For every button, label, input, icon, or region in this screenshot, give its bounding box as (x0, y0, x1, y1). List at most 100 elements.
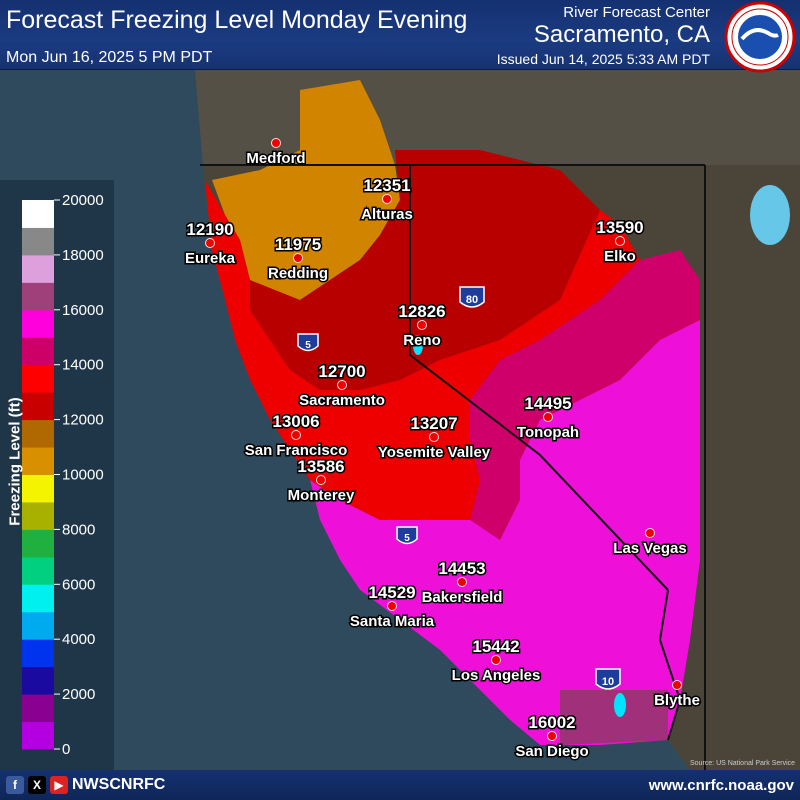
city-dot (543, 412, 553, 422)
city-freezing-level-value: 11975 (275, 235, 321, 254)
legend-tick-label: 12000 (62, 412, 104, 429)
city-name-label: San Francisco (245, 442, 348, 459)
legend-ticks: 2000018000160001400012000100008000600040… (54, 192, 104, 758)
region-red (205, 180, 640, 520)
map-credit: Source: US National Park Service (690, 760, 796, 767)
legend-tick-label: 0 (62, 741, 70, 758)
city-name-label: Monterey (288, 487, 355, 504)
legend-tick-label: 16000 (62, 302, 104, 319)
legend-band (22, 447, 54, 475)
city-freezing-level-value: 15442 (472, 637, 519, 656)
interstate-10-shield (595, 668, 621, 690)
city-name-label: Alturas (361, 206, 413, 223)
legend-band (22, 694, 54, 723)
legend-tick-label: 4000 (62, 631, 95, 648)
city-freezing-level-value: 14495 (524, 394, 571, 413)
interstate-80-shield (459, 286, 485, 308)
city-dot (271, 138, 281, 148)
city-dot (615, 236, 625, 246)
city-name-label: Santa Maria (350, 613, 435, 630)
city-name-label: Sacramento (299, 392, 385, 409)
city-dot (672, 680, 682, 690)
city-freezing-level-value: 12351 (363, 176, 410, 195)
city-dot (293, 253, 303, 263)
region-mauve (560, 690, 668, 745)
city-dot (417, 320, 427, 330)
legend-band (22, 529, 54, 558)
social-handle[interactable]: NWSCNRFC (72, 776, 166, 793)
legend-tick-label: 10000 (62, 467, 104, 484)
city-name-label: Reno (403, 332, 441, 349)
header-bar: Forecast Freezing Level Monday Evening M… (0, 0, 800, 73)
legend-band (22, 254, 54, 283)
x-icon[interactable]: X (28, 776, 46, 794)
legend-band (22, 584, 54, 613)
office-line: River Forecast Center (563, 4, 710, 21)
city-dot (291, 430, 301, 440)
city-freezing-level-value: 16002 (528, 713, 575, 732)
lake-tahoe (413, 335, 423, 355)
city-dot (457, 577, 467, 587)
city-name-label: Yosemite Valley (378, 444, 491, 461)
legend-tick-label: 6000 (62, 576, 95, 593)
ca-az-border (658, 589, 682, 741)
interstate-5-south-label: 5 (404, 533, 410, 544)
region-dark-red (250, 150, 600, 390)
city-name-label: Redding (268, 265, 328, 282)
city-name-label: Las Vegas (613, 540, 686, 557)
legend-tick-label: 18000 (62, 247, 104, 264)
city-name-label: Medford (246, 150, 305, 167)
pacific-ocean (0, 70, 540, 770)
legend-tick-label: 8000 (62, 521, 95, 538)
city-name-label: San Diego (515, 743, 588, 760)
legend-band (22, 556, 54, 585)
city-freezing-level-value: 14453 (438, 559, 485, 578)
legend-band (22, 200, 54, 228)
city-name-label: Blythe (654, 692, 700, 709)
facebook-icon[interactable]: f (6, 776, 24, 794)
city-freezing-level-value: 12700 (318, 362, 365, 381)
legend-band (22, 611, 54, 640)
legend-band (22, 364, 54, 393)
city-name-label: Los Angeles (452, 667, 541, 684)
youtube-icon[interactable]: ▶ (50, 776, 68, 794)
region-crimson (470, 250, 700, 540)
region-magenta (310, 320, 700, 745)
legend-band (22, 474, 54, 503)
issued-time: Issued Jun 14, 2025 5:33 AM PDT (496, 51, 710, 67)
city-dot (382, 194, 392, 204)
city-freezing-level-value: 12826 (398, 302, 445, 321)
office-city: Sacramento, CA (533, 21, 710, 48)
interstate-80-label: 80 (466, 294, 478, 306)
legend-band (22, 639, 54, 668)
city-freezing-level-value: 13590 (596, 218, 643, 237)
page-title: Forecast Freezing Level Monday Evening (6, 6, 468, 34)
city-dot (337, 380, 347, 390)
interstate-5-north-shield (297, 333, 319, 352)
legend-band (22, 501, 54, 530)
legend-tick-label: 2000 (62, 686, 95, 703)
city-dot (645, 528, 655, 538)
legend-band (22, 666, 54, 695)
legend-band (22, 419, 54, 448)
legend-band (22, 337, 54, 366)
city-dot (205, 238, 215, 248)
great-salt-lake (750, 185, 790, 245)
interstate-10-label: 10 (602, 676, 614, 688)
ca-nv-border (409, 165, 669, 591)
city-freezing-level-value: 13006 (272, 412, 319, 431)
city-name-label: Eureka (185, 250, 236, 267)
city-name-label: Bakersfield (422, 589, 503, 606)
legend-band (22, 309, 54, 338)
city-dot (429, 432, 439, 442)
city-dot (387, 601, 397, 611)
city-markers: Medford 12351 Alturas 12190 Eureka 11975 Reddi… (183, 138, 701, 762)
city-dot (491, 655, 501, 665)
legend-colorbar (22, 200, 54, 750)
nws-logo[interactable] (724, 1, 796, 73)
salton-sea (614, 693, 626, 717)
website-link[interactable]: www.cnrfc.noaa.gov (648, 777, 794, 794)
city-dot (316, 475, 326, 485)
city-name-label: Elko (604, 248, 636, 265)
